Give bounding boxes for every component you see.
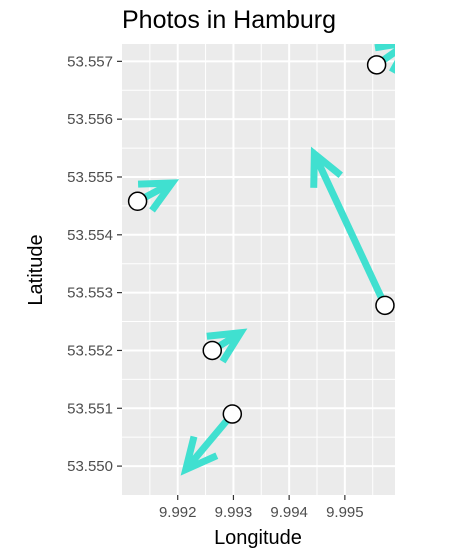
x-tick-label: 9.992 [159, 504, 197, 521]
photo-location-point [366, 55, 387, 75]
y-tick-label: 53.554 [67, 227, 113, 244]
x-tick-label: 9.995 [326, 504, 364, 521]
y-tick-label: 53.553 [67, 285, 113, 302]
y-axis: 53.550 53.551 53.552 53.553 53.554 53.555 53.5… [67, 53, 122, 475]
y-tick-label: 53.555 [67, 169, 113, 186]
photo-direction-arrow [180, 411, 235, 476]
y-axis-title: Latitude [25, 234, 47, 305]
y-tick-label: 53.550 [67, 458, 113, 475]
chart-title: Photos in Hamburg [122, 6, 336, 34]
y-tick-label: 53.557 [67, 53, 113, 70]
plot-panel [122, 44, 395, 495]
photo-location-point [202, 340, 223, 361]
photo-location-point [127, 191, 148, 212]
x-axis-title: Longitude [214, 527, 302, 549]
x-tick-label: 9.994 [270, 504, 308, 521]
y-tick-label: 53.556 [67, 111, 113, 128]
x-tick-label: 9.993 [215, 504, 253, 521]
photo-location-point [375, 295, 395, 316]
photo-location-point [222, 404, 243, 424]
y-tick-label: 53.552 [67, 342, 113, 359]
y-tick-label: 53.551 [67, 400, 113, 417]
points-group [127, 55, 395, 424]
x-axis: 9.992 9.993 9.994 9.995 [159, 495, 364, 521]
data-layer [127, 44, 395, 476]
photo-direction-arrow [310, 146, 389, 307]
